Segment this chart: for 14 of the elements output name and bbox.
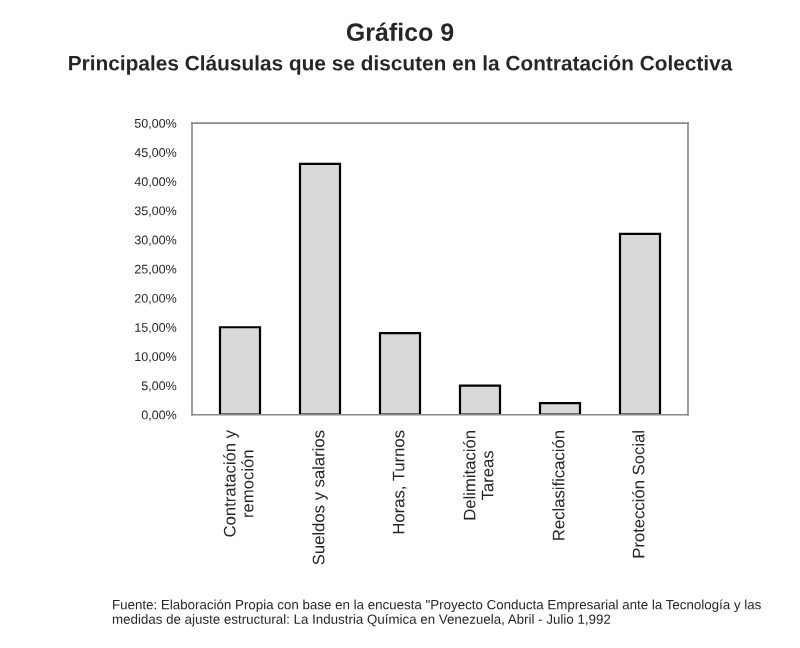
x-tick-label: Horas, Turnos [392,430,407,534]
bar [538,401,582,415]
x-tick-label: Protección Social [632,431,645,558]
bar [458,384,502,415]
chart-subtitle: Principales Cláusulas que se discuten en la Contratación Colectiva [69,55,733,75]
x-tick-label: Reclasificación [552,431,565,540]
bar [618,232,662,415]
bar [378,331,422,415]
x-tick-label: Sueldos y salarios [312,430,328,565]
x-tick-label: Delimitación Tareas [463,431,494,520]
bar [298,162,342,415]
bar [218,326,262,415]
chart-title: Gráfico 9 [346,22,454,42]
x-tick-label: Contratación y remoción [223,430,254,537]
